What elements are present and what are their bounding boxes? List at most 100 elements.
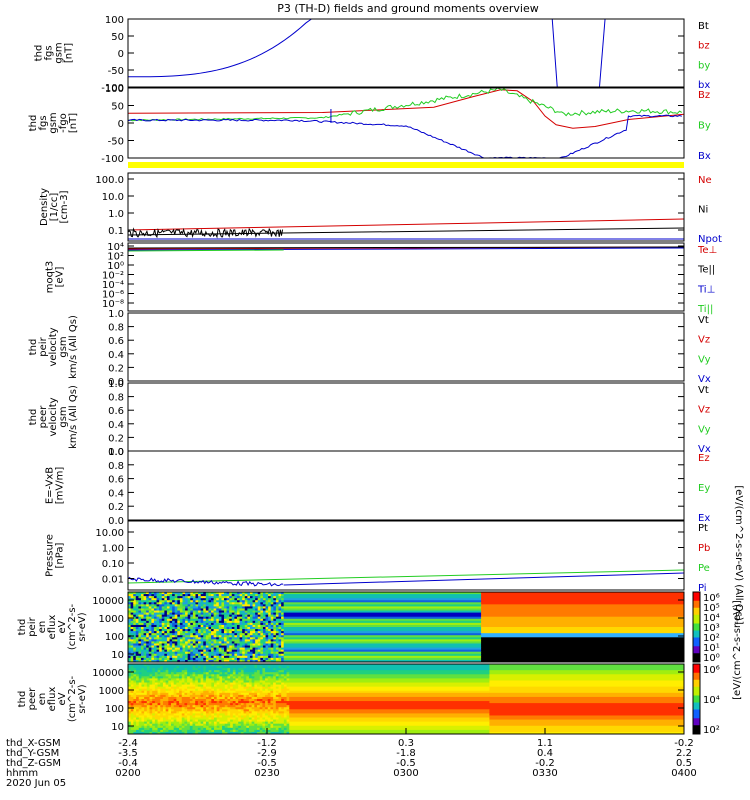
spec-cell [170, 676, 175, 679]
spec-cell [168, 688, 172, 692]
spec-cell [240, 721, 245, 725]
spec-cell [231, 612, 235, 616]
spec-cell [265, 676, 269, 679]
spec-cell [208, 664, 212, 667]
spec-cell [185, 629, 189, 632]
spec-cell [273, 633, 277, 636]
spec-cell [176, 678, 180, 681]
spec-cell [195, 688, 199, 692]
spec-cell [143, 655, 147, 659]
spec-cell [265, 602, 269, 605]
spec-cell [203, 606, 207, 609]
spec-cell [273, 604, 277, 607]
spec-cell [213, 690, 218, 694]
spec-cell [168, 692, 172, 696]
spec-cell [154, 672, 159, 675]
spec-cell [130, 682, 134, 686]
spec-cell [153, 643, 158, 647]
spec-cell [273, 594, 277, 597]
colorbar-cell [693, 665, 700, 668]
spec-cell [281, 629, 285, 632]
spec-cell [278, 703, 282, 706]
spec-band [481, 602, 685, 605]
spec-cell [177, 645, 181, 649]
spec-cell [211, 670, 215, 673]
spec-cell [267, 723, 271, 727]
spec-cell [224, 707, 228, 710]
spec-cell [181, 676, 185, 679]
spec-cell [192, 659, 196, 663]
spec-cell [189, 713, 193, 716]
spec-cell [243, 696, 247, 700]
spec-cell [148, 637, 152, 640]
spec-cell [243, 686, 247, 690]
spec-cell [177, 655, 181, 659]
y-tick-label: 0.2 [108, 433, 124, 444]
spec-cell [156, 602, 160, 605]
spec-cell [275, 690, 279, 694]
spec-cell [211, 664, 215, 667]
spec-cell [268, 645, 272, 649]
spec-cell [149, 731, 153, 735]
spec-cell [157, 676, 161, 679]
spec-cell [148, 610, 152, 614]
spec-cell [128, 604, 132, 607]
y-tick-label: 10.0 [102, 192, 124, 203]
spec-cell [160, 709, 164, 712]
spec-cell [146, 711, 150, 714]
spec-cell [141, 692, 145, 696]
spec-cell [205, 717, 210, 721]
spec-cell [270, 682, 274, 686]
spec-cell [270, 602, 274, 605]
spec-cell [179, 672, 183, 675]
spec-cell [198, 651, 202, 655]
spec-cell [166, 645, 171, 649]
spec-cell [221, 649, 225, 653]
spec-cell [239, 643, 243, 647]
spec-cell [179, 606, 183, 609]
spec-cell [211, 678, 215, 681]
spec-cell [259, 664, 263, 667]
spec-cell [265, 659, 269, 663]
spec-cell [200, 713, 204, 716]
spec-cell [262, 723, 266, 727]
spec-cell [236, 592, 241, 595]
spec-cell [226, 600, 230, 603]
spec-cell [203, 725, 207, 729]
spec-cell [172, 633, 176, 636]
spec-cell [161, 643, 165, 647]
spec-cell [208, 717, 212, 721]
spec-cell [230, 690, 234, 694]
spec-cell [156, 612, 160, 616]
spec-cell [198, 629, 202, 632]
spec-cell [136, 723, 140, 727]
y-tick-label: 10 [111, 650, 124, 661]
y-tick-label: 1000 [99, 614, 124, 625]
spec-cell [192, 686, 196, 690]
spec-cell [203, 616, 207, 620]
spec-cell [256, 705, 261, 708]
spec-cell [227, 707, 231, 710]
spec-cell [128, 711, 132, 714]
x-tick-label: 0300 [393, 768, 418, 779]
spec-cell [181, 721, 185, 725]
spec-cell [205, 711, 210, 714]
spec-cell [213, 624, 217, 628]
spec-cell [187, 608, 191, 612]
spec-cell [221, 614, 225, 618]
spec-cell [239, 639, 243, 642]
spec-cell [254, 701, 258, 704]
spec-cell [267, 682, 271, 686]
spec-cell [205, 596, 209, 599]
spec-cell [259, 731, 263, 735]
spec-cell [224, 709, 228, 712]
spec-cell [205, 721, 210, 725]
spec-cell [211, 711, 215, 714]
spec-cell [252, 604, 256, 607]
spec-cell [146, 629, 150, 632]
spec-cell [275, 659, 279, 663]
spec-cell [232, 719, 236, 723]
spec-cell [159, 616, 163, 620]
spec-cell [148, 606, 152, 609]
spec-cell [205, 637, 209, 640]
